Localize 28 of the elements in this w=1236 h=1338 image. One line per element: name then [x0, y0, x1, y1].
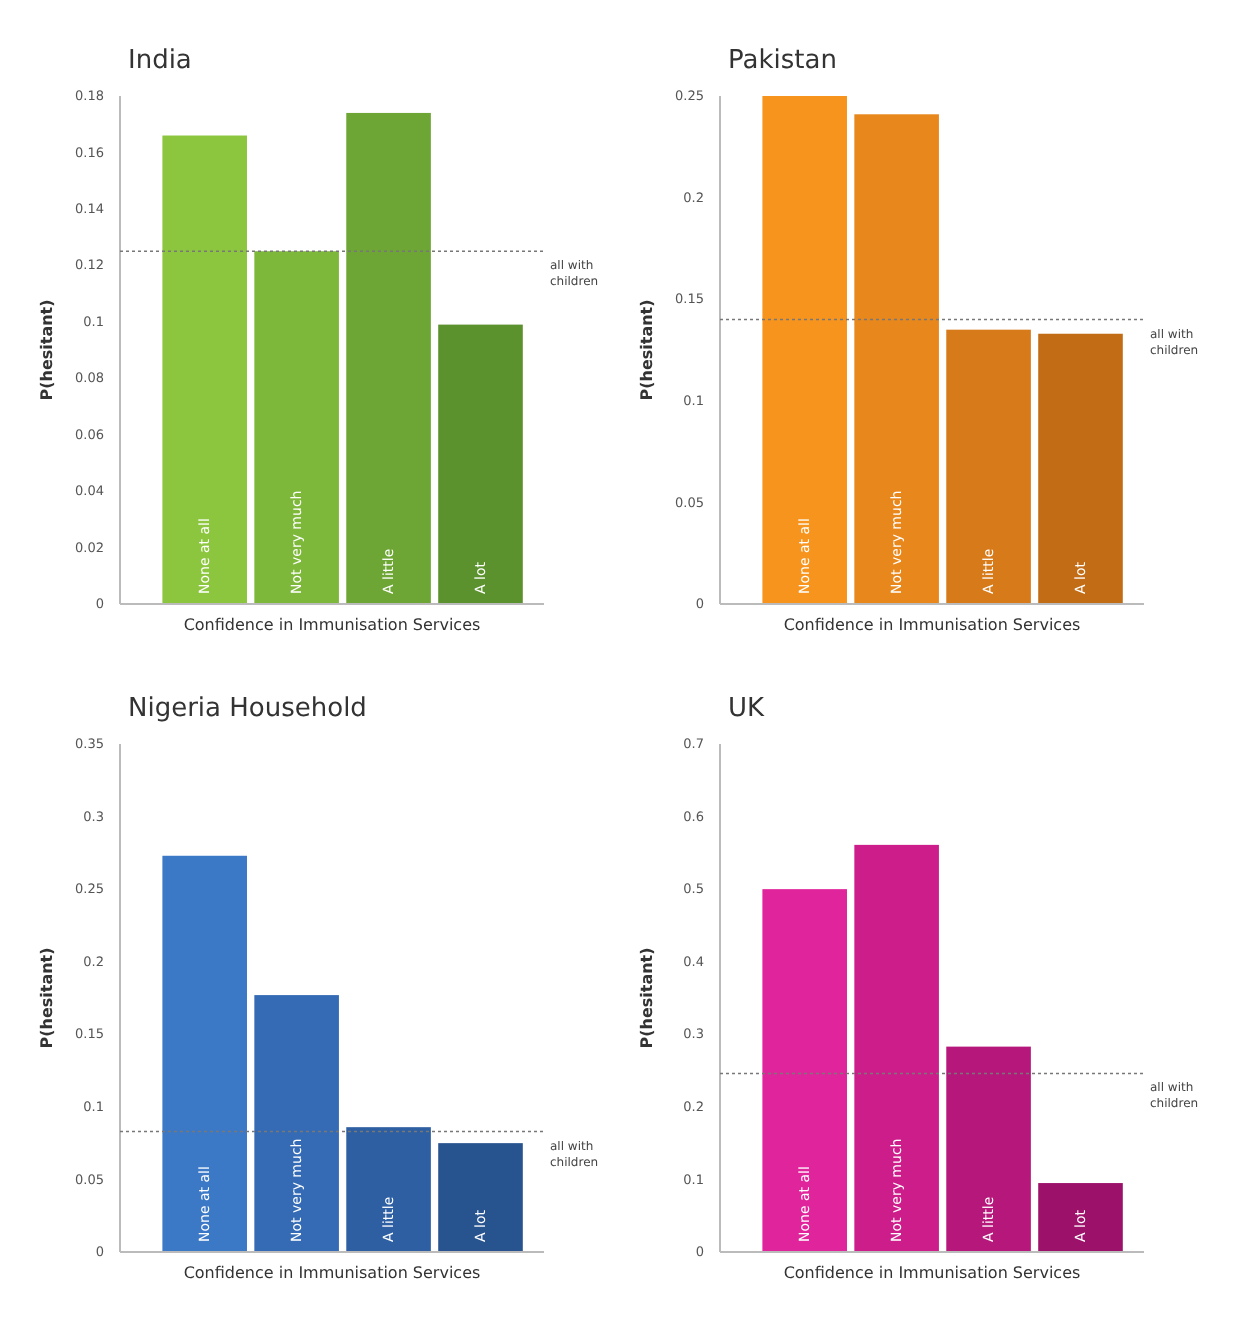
x-axis-title: Confidence in Immunisation Services — [783, 616, 1081, 634]
bar — [946, 1046, 1031, 1252]
y-axis-title: P(hesitant) — [38, 947, 56, 1049]
bar — [346, 112, 431, 604]
chart-title: UK — [728, 694, 766, 724]
bar — [762, 96, 847, 604]
bar — [946, 329, 1031, 604]
y-axis-title: P(hesitant) — [638, 299, 656, 401]
x-axis-title: Confidence in Immunisation Services — [183, 1264, 481, 1282]
bar — [346, 1127, 431, 1252]
bar — [854, 114, 939, 604]
x-axis-title: Confidence in Immunisation Services — [183, 616, 481, 634]
bar — [162, 135, 247, 604]
bar — [162, 855, 247, 1252]
bar — [854, 844, 939, 1252]
bar — [254, 995, 339, 1252]
x-axis-title: Confidence in Immunisation Services — [783, 1264, 1081, 1282]
bar — [762, 889, 847, 1252]
bar — [254, 251, 339, 604]
bar — [438, 324, 523, 604]
chart-title: India — [128, 46, 192, 76]
y-axis-title: P(hesitant) — [638, 947, 656, 1049]
chart-title: Nigeria Household — [128, 694, 367, 724]
bar — [1038, 333, 1123, 604]
chart-title: Pakistan — [728, 46, 837, 76]
bar — [1038, 1183, 1123, 1252]
bar — [438, 1143, 523, 1252]
y-axis-title: P(hesitant) — [38, 299, 56, 401]
